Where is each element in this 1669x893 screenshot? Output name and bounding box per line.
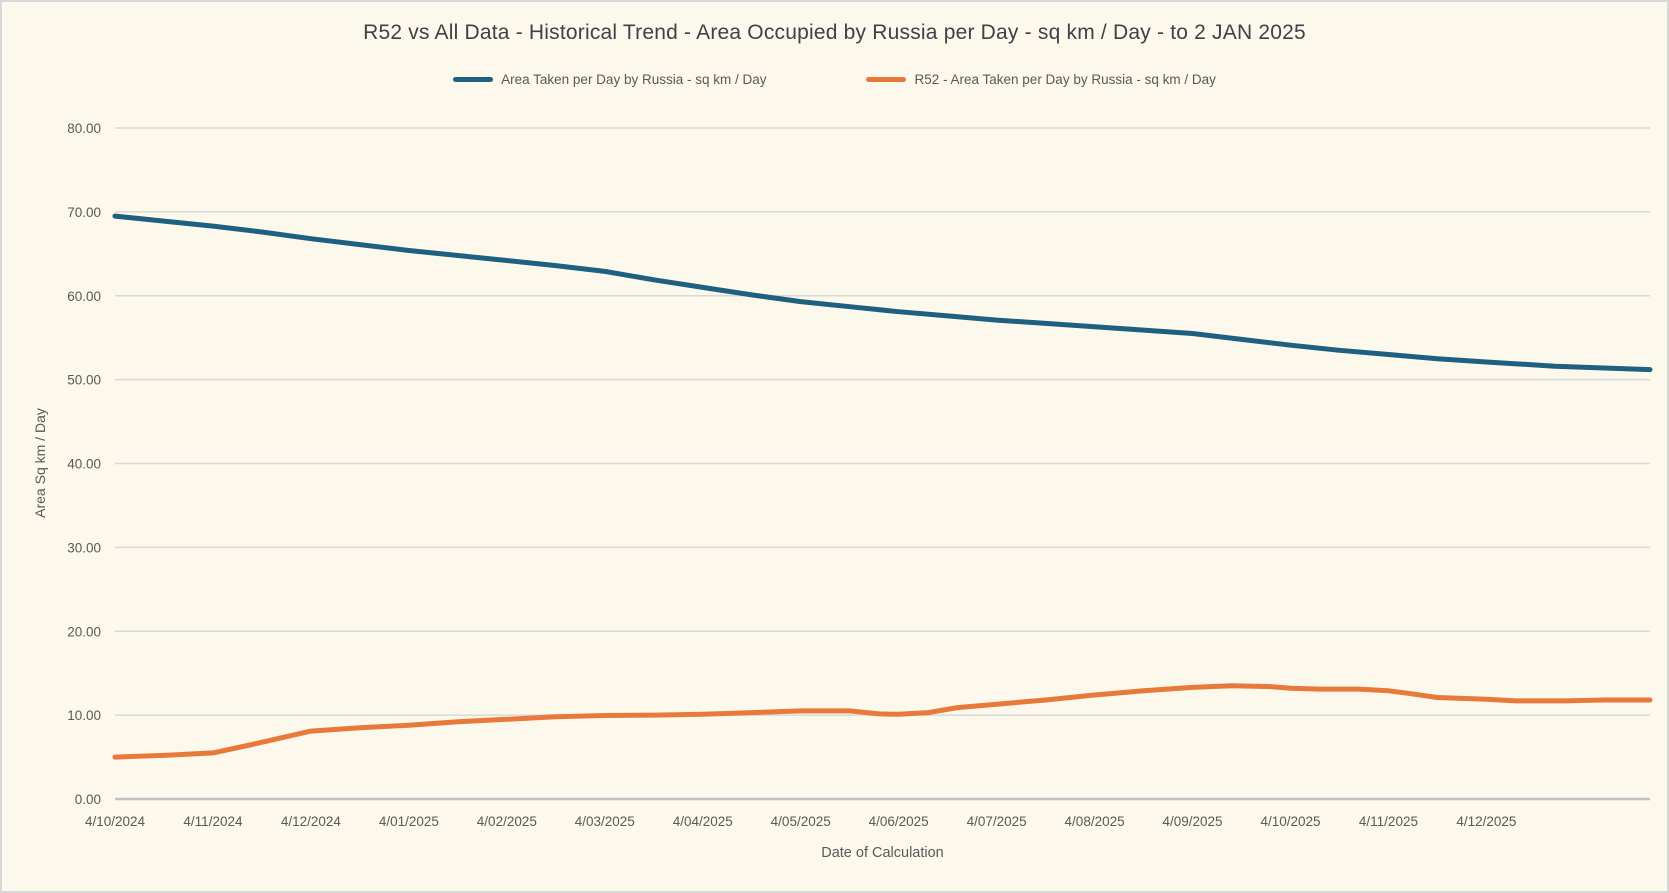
x-tick-label: 4/01/2025 xyxy=(379,814,439,829)
x-tick-label: 4/11/2025 xyxy=(1359,814,1418,829)
legend-label-all-data: Area Taken per Day by Russia - sq km / D… xyxy=(501,72,767,87)
x-tick-label: 4/08/2025 xyxy=(1065,814,1125,829)
y-tick-label: 40.00 xyxy=(67,457,101,472)
legend: Area Taken per Day by Russia - sq km / D… xyxy=(2,72,1667,87)
x-tick-label: 4/04/2025 xyxy=(673,814,733,829)
x-tick-label: 4/09/2025 xyxy=(1163,814,1223,829)
chart-title: R52 vs All Data - Historical Trend - Are… xyxy=(363,21,1306,44)
x-tick-label: 4/12/2024 xyxy=(281,814,342,829)
x-tick-label: 4/05/2025 xyxy=(771,814,831,829)
legend-label-r52: R52 - Area Taken per Day by Russia - sq … xyxy=(914,72,1216,87)
legend-item-r52: R52 - Area Taken per Day by Russia - sq … xyxy=(866,72,1216,87)
y-tick-label: 50.00 xyxy=(67,373,101,388)
y-tick-label: 60.00 xyxy=(67,289,101,304)
series-line-0 xyxy=(112,213,1653,373)
legend-line-swatch-blue xyxy=(453,77,494,82)
x-tick-label: 4/11/2024 xyxy=(183,814,243,829)
y-tick-label: 70.00 xyxy=(67,205,101,220)
y-tick-label: 10.00 xyxy=(67,708,101,723)
y-tick-label: 80.00 xyxy=(67,121,101,136)
x-tick-label: 4/03/2025 xyxy=(575,814,635,829)
x-tick-label: 4/07/2025 xyxy=(967,814,1027,829)
x-tick-label: 4/02/2025 xyxy=(477,814,537,829)
y-tick-label: 30.00 xyxy=(67,540,101,555)
legend-line-swatch-orange xyxy=(866,77,907,82)
x-axis-title: Date of Calculation xyxy=(821,845,944,861)
series-line-1 xyxy=(112,683,1653,760)
y-tick-label: 0.00 xyxy=(75,792,101,807)
x-tick-label: 4/06/2025 xyxy=(869,814,929,829)
x-tick-label: 4/12/2025 xyxy=(1456,814,1516,829)
legend-item-all-data: Area Taken per Day by Russia - sq km / D… xyxy=(453,72,766,87)
y-tick-label: 20.00 xyxy=(67,624,101,639)
x-tick-label: 4/10/2024 xyxy=(85,814,146,829)
x-tick-label: 4/10/2025 xyxy=(1260,814,1320,829)
